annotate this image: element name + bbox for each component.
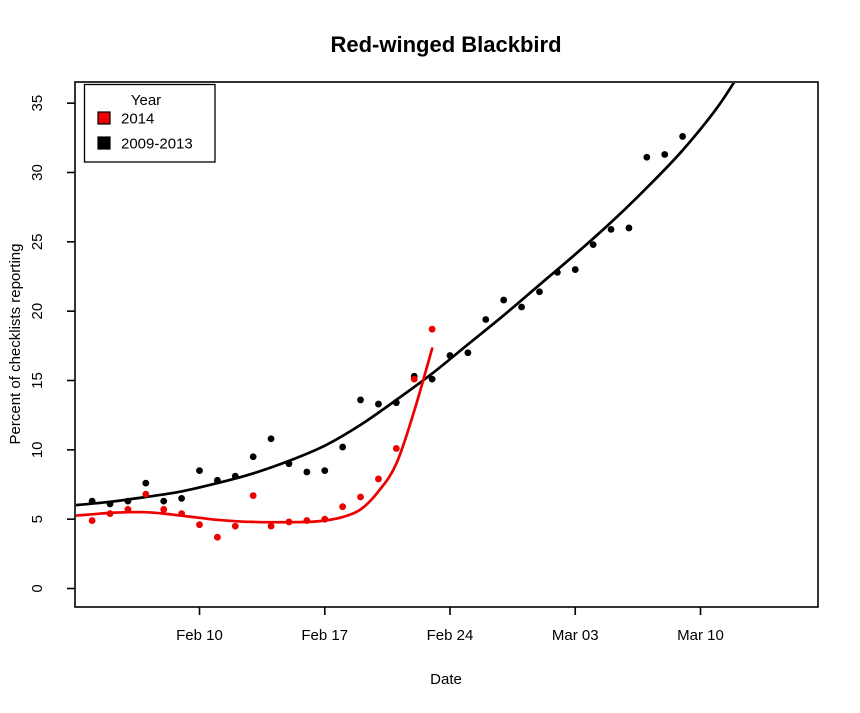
plot-border	[74, 81, 819, 608]
data-point-2014	[213, 533, 221, 541]
legend-title: Year	[131, 92, 161, 109]
data-point-2009-2013	[428, 375, 436, 383]
data-point-2009-2013	[339, 443, 347, 451]
x-tick-label: Feb 24	[427, 627, 474, 644]
data-point-2014	[249, 492, 257, 499]
x-tick-label: Feb 17	[301, 627, 348, 644]
x-tick-label: Mar 03	[552, 627, 599, 644]
x-tick-label: Mar 10	[677, 627, 724, 644]
data-point-2009-2013	[661, 151, 669, 158]
data-point-2009-2013	[124, 497, 132, 505]
data-point-2009-2013	[178, 494, 186, 502]
data-point-2009-2013	[88, 497, 96, 505]
data-point-2009-2013	[213, 476, 221, 484]
legend-label-2014: 2014	[121, 111, 154, 128]
data-point-2009-2013	[446, 352, 454, 359]
y-tick-label: 0	[29, 584, 46, 592]
legend-swatch-2009-2013	[97, 136, 111, 150]
y-tick-label: 20	[29, 303, 46, 320]
data-point-2009-2013	[160, 497, 168, 505]
data-point-2014	[160, 506, 168, 513]
data-point-2009-2013	[482, 316, 490, 323]
data-point-2014	[231, 522, 239, 530]
chart-title: Red-winged Blackbird	[330, 32, 561, 57]
data-point-2014	[267, 522, 275, 530]
y-tick-label: 30	[29, 164, 46, 181]
data-point-2014	[285, 518, 293, 526]
data-point-2014	[392, 445, 400, 452]
data-point-2009-2013	[285, 460, 293, 468]
y-tick-label: 35	[29, 95, 46, 112]
data-point-2009-2013	[589, 241, 597, 248]
y-tick-label: 10	[29, 441, 46, 458]
data-point-2009-2013	[392, 399, 400, 407]
y-tick-label: 15	[29, 372, 46, 389]
x-axis-label: Date	[430, 671, 462, 688]
data-point-2009-2013	[249, 453, 257, 461]
data-point-2009-2013	[142, 479, 150, 487]
data-point-2009-2013	[375, 400, 382, 408]
data-point-2009-2013	[643, 153, 651, 161]
data-point-2014	[178, 510, 186, 518]
data-point-2009-2013	[536, 288, 543, 296]
data-point-2009-2013	[464, 349, 472, 357]
data-point-2014	[106, 510, 114, 518]
legend-label-2009-2013: 2009-2013	[121, 136, 193, 153]
fit-curve-2014	[76, 347, 434, 524]
data-point-2014	[375, 475, 382, 483]
x-tick-label: Feb 10	[176, 627, 223, 644]
data-point-2014	[303, 517, 311, 524]
legend-swatch-2014	[97, 111, 111, 125]
fit-curve-2009-2013	[76, 83, 736, 507]
y-axis-label: Percent of checklists reporting	[7, 244, 24, 445]
data-point-2009-2013	[303, 468, 311, 476]
data-point-2014	[196, 521, 203, 529]
data-point-2014	[357, 493, 364, 501]
y-tick-label: 5	[29, 515, 46, 523]
y-tick-label: 25	[29, 233, 46, 250]
data-point-2009-2013	[357, 396, 364, 404]
data-point-2014	[142, 490, 150, 498]
data-point-2014	[124, 506, 132, 513]
data-point-2009-2013	[500, 296, 508, 304]
data-point-2009-2013	[679, 133, 687, 140]
data-point-2009-2013	[196, 467, 203, 475]
data-point-2009-2013	[571, 266, 579, 273]
data-point-2009-2013	[231, 472, 239, 480]
x-axis: Feb 10 Feb 17 Feb 24 Mar 03 Mar 10	[176, 607, 724, 644]
data-point-2014	[428, 325, 436, 333]
data-point-2014	[321, 515, 329, 523]
data-point-2014	[339, 503, 347, 511]
data-series	[76, 83, 736, 541]
data-point-2009-2013	[607, 225, 615, 233]
data-point-2009-2013	[267, 435, 275, 443]
data-point-2009-2013	[321, 467, 329, 475]
data-point-2009-2013	[625, 224, 633, 232]
y-axis: 0 5 10 15 20 25 30 35	[29, 95, 75, 593]
data-point-2014	[88, 517, 96, 524]
data-point-2009-2013	[553, 268, 561, 276]
data-point-2009-2013	[106, 500, 114, 508]
legend: Year 2014 2009-2013	[83, 83, 216, 163]
data-point-2014	[410, 375, 418, 383]
data-point-2009-2013	[518, 303, 525, 311]
